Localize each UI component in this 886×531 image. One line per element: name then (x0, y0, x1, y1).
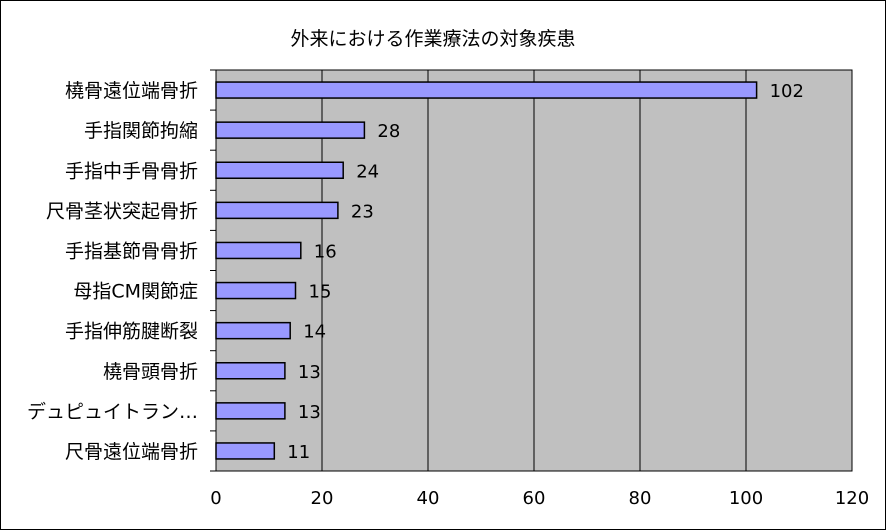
data-label-4: 23 (351, 201, 374, 222)
axes (210, 69, 216, 472)
category-label-10: 尺骨遠位端骨折 (65, 441, 198, 463)
chart-title: 外来における作業療法の対象疾患 (290, 28, 575, 50)
bar-4 (215, 201, 339, 220)
x-tick-label-20: 20 (311, 488, 334, 509)
category-label-6: 母指CM関節症 (73, 281, 198, 303)
bar-9 (215, 402, 286, 420)
x-tick-label-80: 80 (629, 488, 652, 509)
x-tick-label-120: 120 (835, 488, 869, 509)
bar-8 (215, 362, 286, 380)
bar-5 (215, 241, 302, 260)
data-label-9: 13 (298, 402, 321, 423)
x-tick-label-0: 0 (210, 488, 221, 509)
data-label-1: 102 (770, 81, 804, 102)
labels: 0 20 40 60 80 100 120 橈骨遠位端骨折 102 手指関節拘縮 28 手指中手骨骨折… (27, 80, 869, 509)
x-tick-label-100: 100 (729, 488, 763, 509)
data-label-6: 15 (309, 282, 332, 303)
data-label-5: 16 (314, 241, 337, 262)
category-label-5: 手指基節骨骨折 (65, 240, 198, 262)
category-label-1: 橈骨遠位端骨折 (65, 80, 198, 102)
category-label-3: 手指中手骨骨折 (65, 160, 198, 182)
data-label-7: 14 (303, 322, 326, 343)
bar-7 (215, 321, 291, 340)
bar-2 (215, 121, 366, 139)
category-label-4: 尺骨茎状突起骨折 (46, 200, 198, 222)
category-label-7: 手指伸筋腱断裂 (65, 321, 198, 343)
category-label-8: 橈骨頭骨折 (103, 361, 198, 383)
bar-3 (215, 161, 344, 179)
category-label-2: 手指関節拘縮 (84, 120, 198, 142)
x-tick-label-40: 40 (417, 488, 440, 509)
data-label-10: 11 (287, 442, 310, 463)
bar-1 (215, 81, 758, 99)
bar-10 (215, 442, 276, 460)
bars (215, 81, 758, 460)
data-label-8: 13 (298, 362, 321, 383)
x-tick-label-60: 60 (523, 488, 546, 509)
category-label-9: デュピュイトラン… (27, 401, 198, 423)
data-label-2: 28 (377, 121, 400, 142)
bar-6 (215, 281, 297, 300)
data-label-3: 24 (356, 161, 379, 182)
